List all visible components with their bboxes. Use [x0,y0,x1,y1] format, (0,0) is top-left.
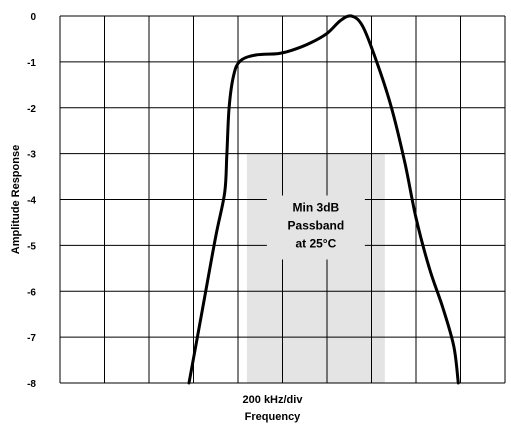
y-tick-labels: 0 -1 -2 -3 -4 -5 -6 -7 -8 [27,12,36,390]
y-tick-label: -8 [27,379,36,390]
y-tick-label: -5 [27,241,36,252]
y-axis-title: Amplitude Response [10,145,22,254]
y-tick-label: -3 [27,150,36,161]
passband-label-line: at 25°C [295,237,336,251]
y-tick-label: -7 [27,333,36,344]
passband-label-line: Passband [288,219,345,233]
series-layer [187,14,460,385]
y-tick-label: -4 [27,196,36,207]
passband-label-line: Min 3dB [293,201,340,215]
series-line [187,14,460,385]
y-tick-label: -2 [27,104,36,115]
x-axis-title: Frequency [245,411,302,423]
passband-label-background [266,195,365,260]
passband-label: Min 3dB Passband at 25°C [266,195,365,260]
y-tick-label: -6 [27,287,36,298]
y-tick-label: 0 [30,12,36,23]
passband-region [246,153,385,383]
x-scale-label: 200 kHz/div [243,394,304,406]
passband-shade [246,153,385,383]
y-tick-label: -1 [27,58,36,69]
